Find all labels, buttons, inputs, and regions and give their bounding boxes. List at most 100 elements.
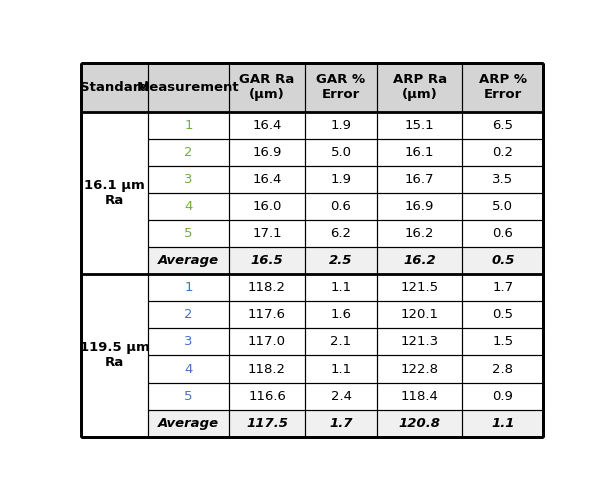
Bar <box>305 247 377 274</box>
Text: 121.5: 121.5 <box>401 281 438 295</box>
Text: 3: 3 <box>184 173 192 186</box>
Bar <box>377 383 462 410</box>
Text: Measurement: Measurement <box>137 81 240 94</box>
Bar <box>462 410 543 437</box>
Text: 5.0: 5.0 <box>493 200 513 213</box>
Text: 0.6: 0.6 <box>493 227 513 240</box>
Text: Standard: Standard <box>80 81 149 94</box>
Bar <box>462 166 543 193</box>
Bar <box>377 166 462 193</box>
Text: 2: 2 <box>184 308 192 321</box>
Text: 2.8: 2.8 <box>493 362 513 376</box>
Text: 117.6: 117.6 <box>248 308 286 321</box>
Bar <box>462 112 543 139</box>
Text: 5.0: 5.0 <box>331 146 351 159</box>
Bar <box>462 193 543 220</box>
Text: 118.2: 118.2 <box>248 281 286 295</box>
Bar <box>148 274 229 301</box>
Bar <box>377 247 462 274</box>
Text: 16.4: 16.4 <box>252 173 282 186</box>
Text: 3.5: 3.5 <box>492 173 513 186</box>
Bar <box>462 274 543 301</box>
Text: 1.7: 1.7 <box>492 281 513 295</box>
Text: 118.4: 118.4 <box>401 390 438 402</box>
Bar <box>148 328 229 355</box>
Text: 1: 1 <box>184 281 192 295</box>
Text: Average: Average <box>158 417 219 430</box>
Text: 4: 4 <box>184 362 192 376</box>
Text: 117.5: 117.5 <box>246 417 288 430</box>
Text: 119.5 μm
Ra: 119.5 μm Ra <box>80 342 149 369</box>
Text: 6.5: 6.5 <box>493 119 513 132</box>
Bar <box>462 220 543 247</box>
Text: 16.9: 16.9 <box>252 146 282 159</box>
Bar <box>148 355 229 383</box>
Text: 1.1: 1.1 <box>331 281 351 295</box>
Bar <box>148 410 229 437</box>
Text: 16.2: 16.2 <box>403 254 436 267</box>
Bar <box>229 247 305 274</box>
Text: 1.9: 1.9 <box>331 173 351 186</box>
Text: 116.6: 116.6 <box>248 390 286 402</box>
Bar <box>377 301 462 328</box>
Bar <box>305 166 377 193</box>
Text: ARP %
Error: ARP % Error <box>479 73 527 101</box>
Bar <box>305 139 377 166</box>
Bar <box>377 355 462 383</box>
Text: 16.5: 16.5 <box>251 254 283 267</box>
Bar <box>229 63 305 112</box>
Bar <box>377 112 462 139</box>
Bar <box>81 63 148 112</box>
Text: 5: 5 <box>184 227 192 240</box>
Bar <box>377 193 462 220</box>
Bar <box>305 301 377 328</box>
Bar <box>462 328 543 355</box>
Text: 1: 1 <box>184 119 192 132</box>
Bar <box>229 301 305 328</box>
Bar <box>377 410 462 437</box>
Bar <box>229 139 305 166</box>
Bar <box>148 193 229 220</box>
Text: 17.1: 17.1 <box>252 227 282 240</box>
Bar <box>462 247 543 274</box>
Bar <box>148 383 229 410</box>
Bar <box>377 63 462 112</box>
Bar <box>229 383 305 410</box>
Bar <box>305 63 377 112</box>
Bar <box>148 166 229 193</box>
Text: 1.1: 1.1 <box>331 362 351 376</box>
Text: Average: Average <box>158 254 219 267</box>
Bar <box>229 112 305 139</box>
Text: GAR %
Error: GAR % Error <box>317 73 365 101</box>
Bar <box>462 139 543 166</box>
Bar <box>148 139 229 166</box>
Text: 16.9: 16.9 <box>405 200 434 213</box>
Text: 2.4: 2.4 <box>331 390 351 402</box>
Bar <box>229 355 305 383</box>
Bar <box>229 410 305 437</box>
Text: 1.5: 1.5 <box>492 336 513 348</box>
Text: ARP Ra
(μm): ARP Ra (μm) <box>393 73 447 101</box>
Bar <box>462 355 543 383</box>
Bar <box>377 139 462 166</box>
Text: 16.2: 16.2 <box>405 227 434 240</box>
Text: 16.4: 16.4 <box>252 119 282 132</box>
Text: 2.1: 2.1 <box>331 336 351 348</box>
Bar <box>229 220 305 247</box>
Bar <box>148 112 229 139</box>
Bar <box>462 63 543 112</box>
Bar <box>377 274 462 301</box>
Text: GAR Ra
(μm): GAR Ra (μm) <box>239 73 295 101</box>
Bar <box>148 301 229 328</box>
Text: 16.1: 16.1 <box>405 146 434 159</box>
Text: 15.1: 15.1 <box>405 119 434 132</box>
Bar <box>148 63 229 112</box>
Bar <box>229 193 305 220</box>
Text: 2: 2 <box>184 146 192 159</box>
Text: 0.9: 0.9 <box>493 390 513 402</box>
Text: 120.8: 120.8 <box>399 417 441 430</box>
Text: 0.6: 0.6 <box>331 200 351 213</box>
Bar <box>229 166 305 193</box>
Text: 122.8: 122.8 <box>401 362 438 376</box>
Text: 0.2: 0.2 <box>493 146 513 159</box>
